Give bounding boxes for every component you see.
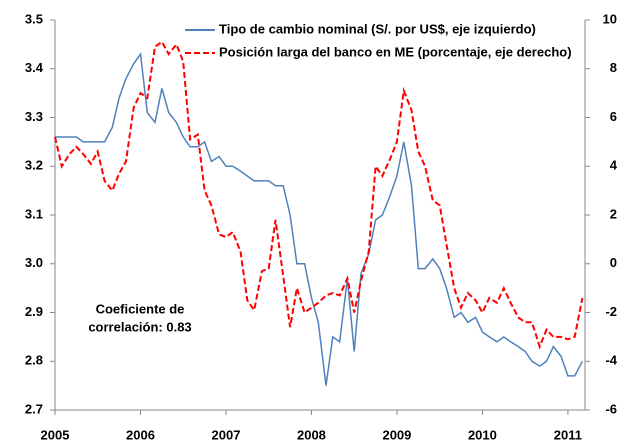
y2-tick-label: -2 [605,304,617,319]
y2-tick-label: -4 [605,353,617,368]
legend-label: Posición larga del banco en ME (porcenta… [219,44,572,59]
annotation: Coeficiente de [96,301,185,316]
y-tick-label: 2.7 [25,401,43,416]
series-line [55,52,584,386]
legend-label: Tipo de cambio nominal (S/. por US$, eje… [219,21,536,36]
x-tick-label: 2006 [126,427,155,442]
y-tick-label: 3.5 [25,11,43,26]
y-tick-label: 3.1 [25,206,43,221]
x-tick-label: 2009 [382,427,411,442]
x-tick-label: 2008 [297,427,326,442]
y-tick-label: 3.3 [25,109,43,124]
y2-tick-label: 4 [610,158,618,173]
annotation: correlación: 0.83 [88,319,191,334]
y2-tick-label: 8 [610,60,617,75]
y2-tick-label: 10 [603,11,617,26]
x-tick-label: 2007 [212,427,241,442]
y2-tick-label: 6 [610,109,617,124]
x-tick-label: 2005 [41,427,70,442]
x-tick-label: 2011 [554,427,582,442]
series-line [54,40,584,350]
y-tick-label: 3.0 [25,255,43,270]
y-tick-label: 3.2 [25,158,43,173]
y2-tick-label: 2 [610,206,617,221]
x-tick-label: 2010 [468,427,497,442]
y-tick-label: 2.9 [25,304,43,319]
y-tick-label: 3.4 [25,60,44,75]
y2-tick-label: -6 [605,401,617,416]
y-tick-label: 2.8 [25,353,43,368]
y2-tick-label: 0 [610,255,617,270]
